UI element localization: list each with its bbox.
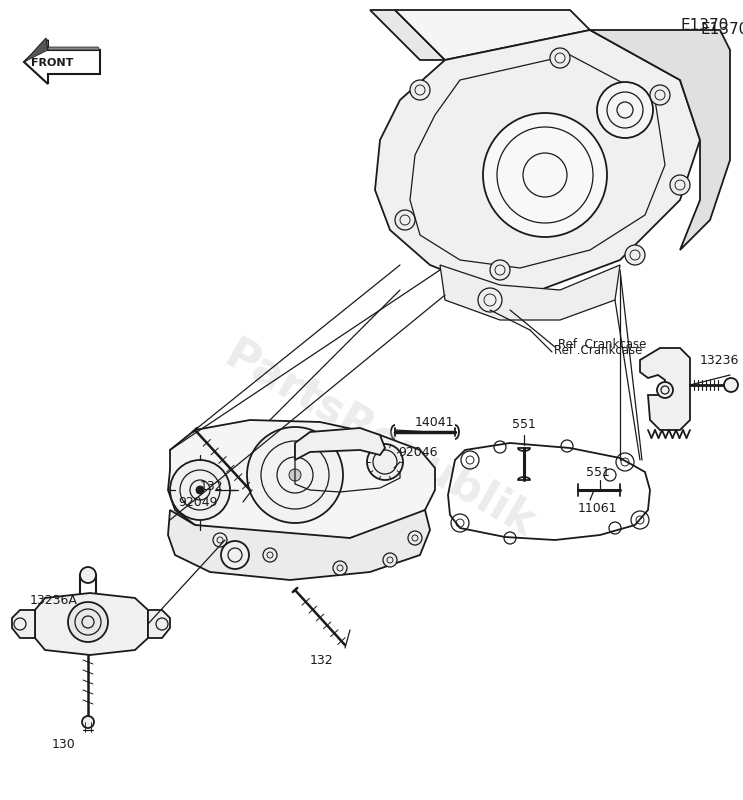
Text: E1370: E1370 [680,18,728,33]
Circle shape [213,533,227,547]
Circle shape [650,85,670,105]
Circle shape [408,531,422,545]
Text: 92049: 92049 [178,497,218,510]
Text: 13236: 13236 [700,354,739,366]
Polygon shape [168,510,430,580]
Polygon shape [440,265,620,320]
Polygon shape [12,610,35,638]
Polygon shape [35,593,148,655]
Polygon shape [375,30,700,290]
Polygon shape [148,610,170,638]
Circle shape [221,541,249,569]
Polygon shape [640,348,690,430]
Circle shape [82,716,94,728]
Circle shape [395,210,415,230]
Text: E1370: E1370 [700,22,743,37]
Text: Ref .Crankcase: Ref .Crankcase [558,338,646,351]
Text: 13236A: 13236A [30,594,78,606]
Circle shape [289,469,301,481]
Text: 92046: 92046 [398,446,438,458]
Text: 130: 130 [52,738,76,751]
Text: 132: 132 [200,481,224,494]
Polygon shape [168,420,435,542]
Text: 11061: 11061 [578,502,617,514]
Polygon shape [590,30,730,250]
Text: 14041: 14041 [415,415,455,429]
Circle shape [333,561,347,575]
Polygon shape [24,38,48,62]
Circle shape [490,260,510,280]
Circle shape [410,80,430,100]
Circle shape [478,288,502,312]
Text: 551: 551 [512,418,536,431]
Circle shape [483,113,607,237]
Circle shape [80,567,96,583]
Text: FRONT: FRONT [30,58,74,68]
Circle shape [263,548,277,562]
Circle shape [68,602,108,642]
Polygon shape [370,10,445,60]
Circle shape [670,175,690,195]
Polygon shape [395,10,590,60]
Text: Ref .Crankcase: Ref .Crankcase [554,343,643,357]
Circle shape [367,444,403,480]
Circle shape [383,553,397,567]
Circle shape [550,48,570,68]
Polygon shape [295,428,385,460]
Text: PartsRepublik: PartsRepublik [217,334,543,546]
Circle shape [657,382,673,398]
Circle shape [597,82,653,138]
Polygon shape [24,40,100,84]
Text: 132: 132 [310,654,334,666]
Circle shape [196,486,204,494]
Circle shape [625,245,645,265]
Circle shape [247,427,343,523]
Circle shape [170,460,230,520]
Circle shape [724,378,738,392]
Polygon shape [24,38,100,62]
Text: 551: 551 [586,466,610,478]
